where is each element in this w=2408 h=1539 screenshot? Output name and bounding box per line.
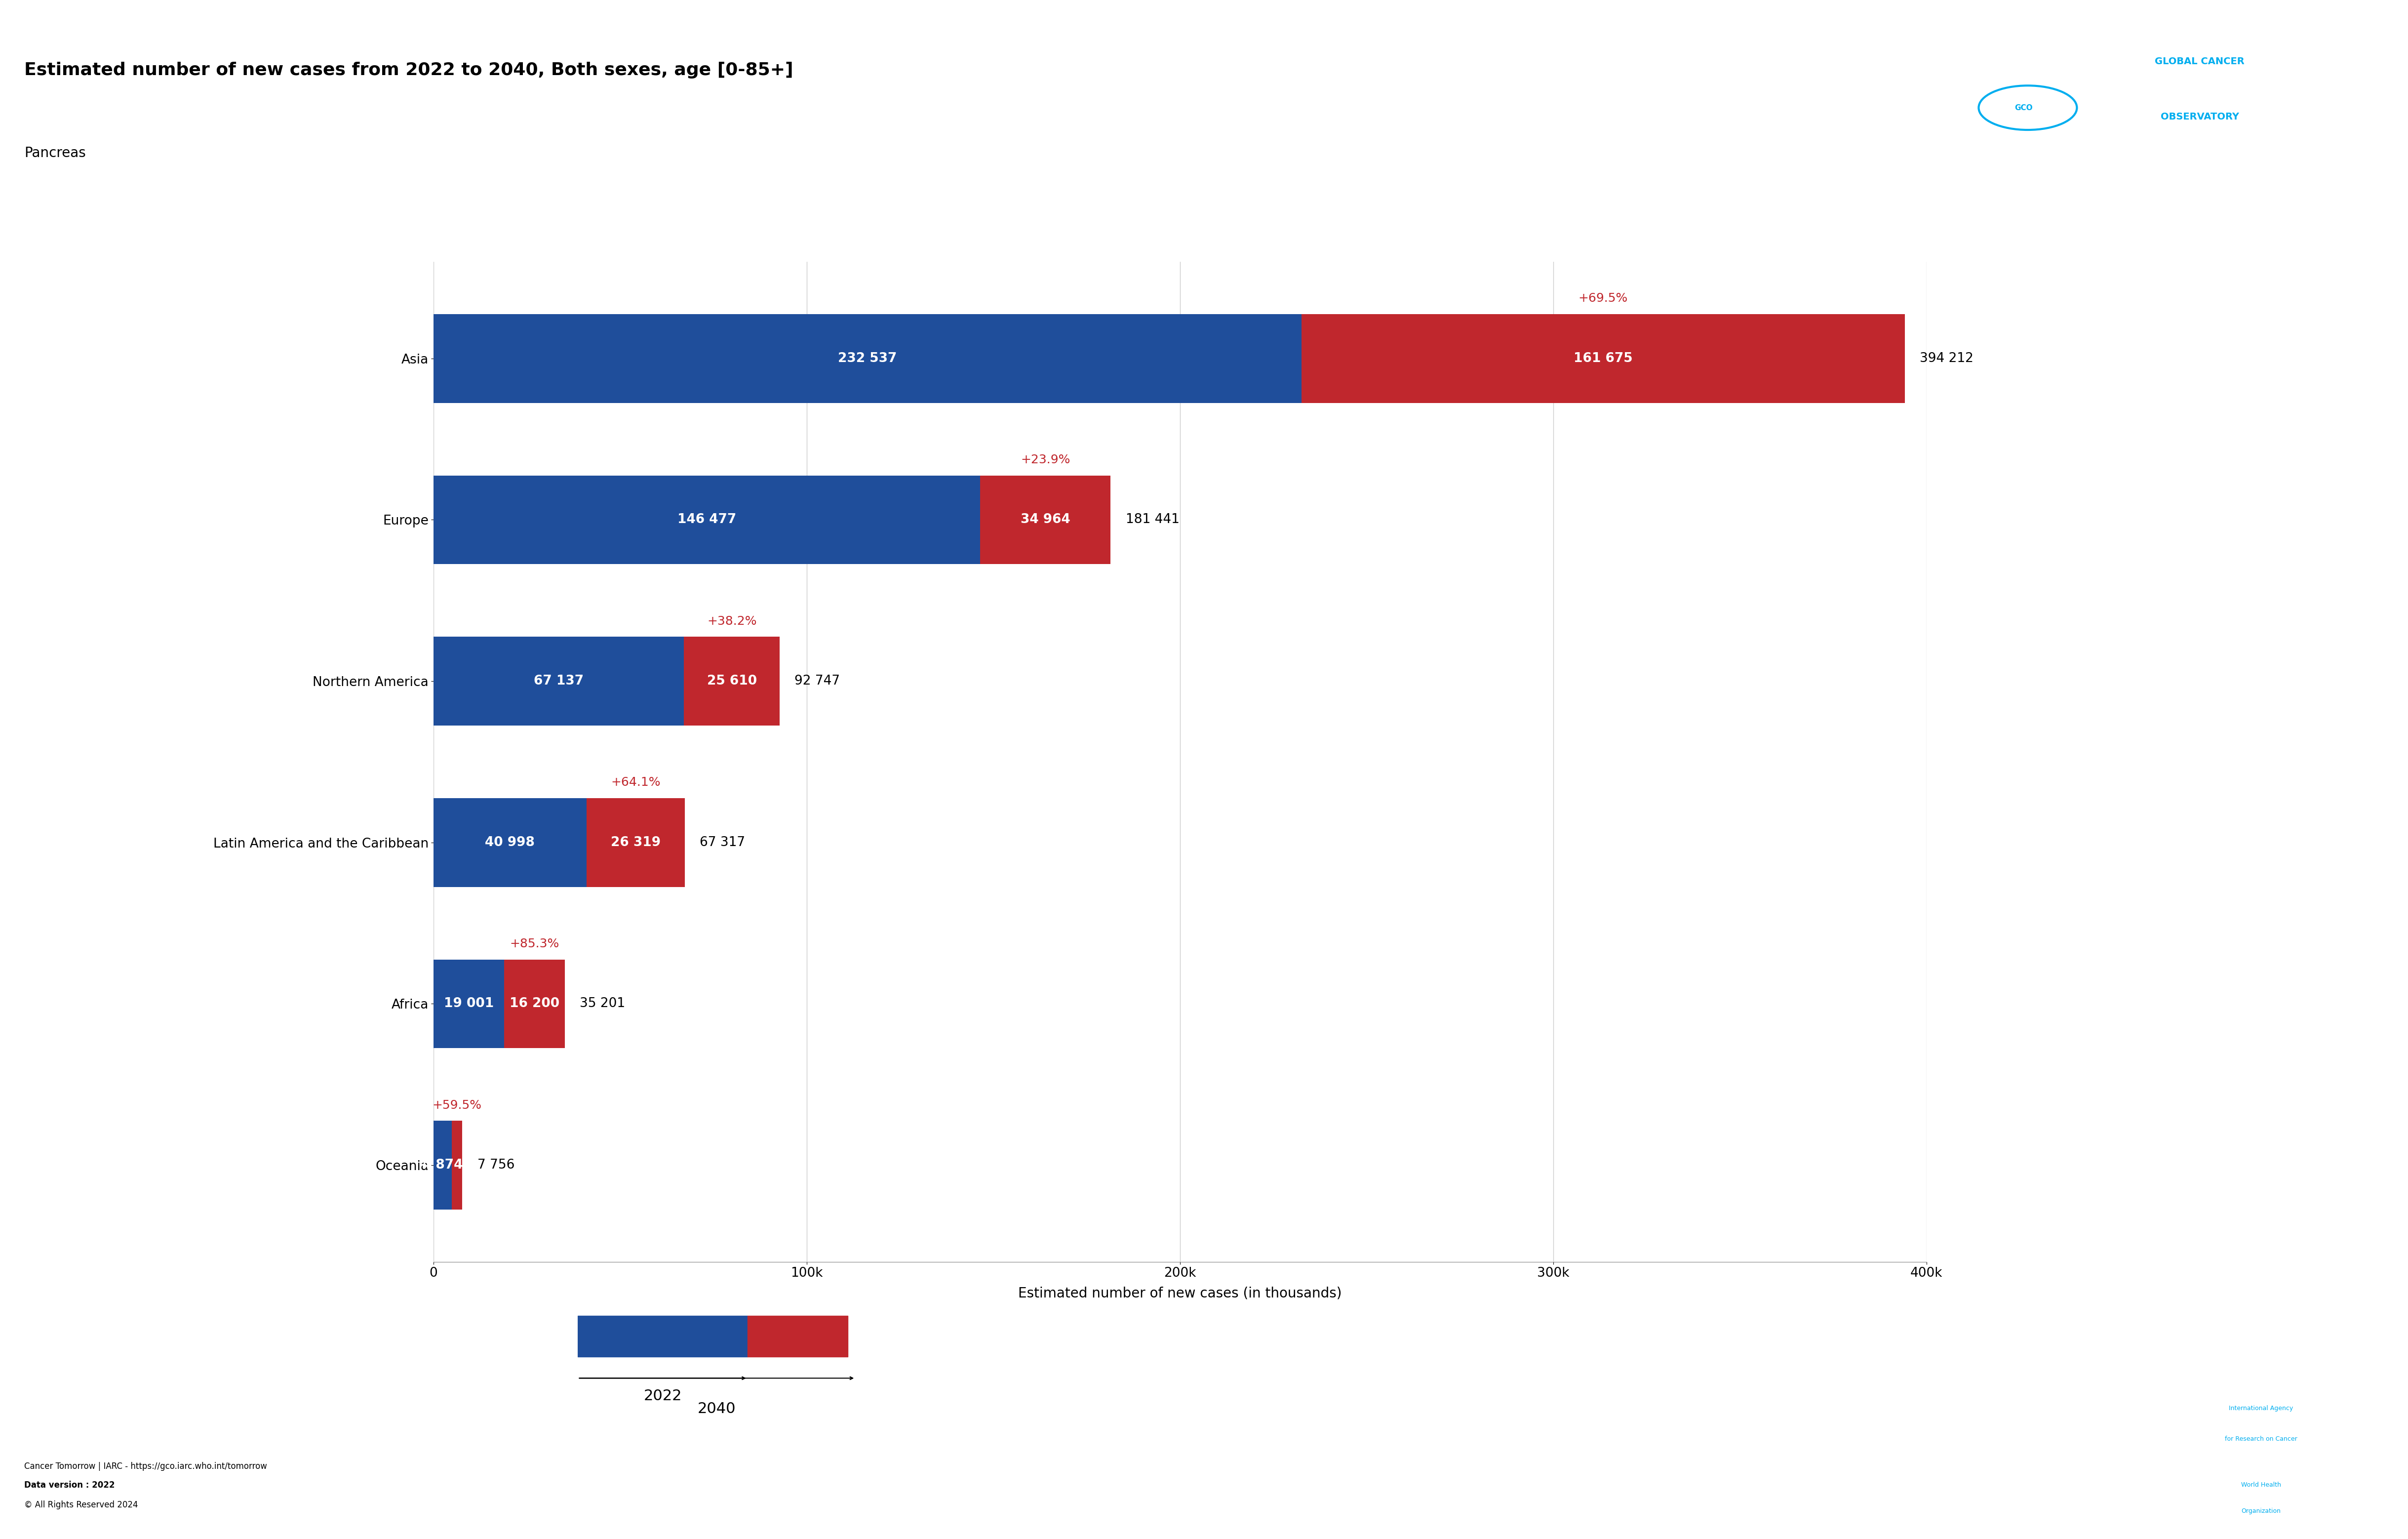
Bar bbox=[588, 799, 684, 886]
Text: 25 610: 25 610 bbox=[708, 674, 756, 688]
Text: International Agency: International Agency bbox=[2230, 1405, 2292, 1411]
Text: 35 201: 35 201 bbox=[580, 997, 626, 1010]
Text: World Health: World Health bbox=[2242, 1482, 2280, 1488]
Bar bbox=[433, 799, 588, 886]
Text: +85.3%: +85.3% bbox=[510, 937, 559, 950]
Text: Organization: Organization bbox=[2242, 1508, 2280, 1514]
Bar bbox=[1300, 314, 1905, 403]
Text: 181 441: 181 441 bbox=[1125, 514, 1180, 526]
Bar bbox=[433, 1120, 453, 1210]
Text: 232 537: 232 537 bbox=[838, 352, 896, 365]
Text: +59.5%: +59.5% bbox=[433, 1099, 482, 1111]
Bar bbox=[433, 476, 980, 565]
Text: for Research on Cancer: for Research on Cancer bbox=[2225, 1436, 2297, 1442]
Bar bbox=[503, 959, 566, 1048]
Text: 161 675: 161 675 bbox=[1572, 352, 1633, 365]
Text: +23.9%: +23.9% bbox=[1021, 454, 1069, 466]
Bar bbox=[746, 1316, 848, 1357]
Text: OBSERVATORY: OBSERVATORY bbox=[2160, 112, 2239, 122]
Text: 7 756: 7 756 bbox=[477, 1159, 515, 1171]
Text: 67 137: 67 137 bbox=[535, 674, 583, 688]
Text: GCO: GCO bbox=[2015, 105, 2032, 111]
Text: +64.1%: +64.1% bbox=[612, 777, 660, 788]
Text: © All Rights Reserved 2024: © All Rights Reserved 2024 bbox=[24, 1501, 137, 1510]
Text: Cancer Tomorrow | IARC - https://gco.iarc.who.int/tomorrow: Cancer Tomorrow | IARC - https://gco.iar… bbox=[24, 1462, 267, 1471]
Text: 40 998: 40 998 bbox=[484, 836, 535, 850]
X-axis label: Estimated number of new cases (in thousands): Estimated number of new cases (in thousa… bbox=[1019, 1287, 1341, 1300]
Text: +38.2%: +38.2% bbox=[708, 616, 756, 626]
Bar bbox=[433, 959, 503, 1048]
Text: +69.5%: +69.5% bbox=[1577, 292, 1628, 305]
Text: 34 964: 34 964 bbox=[1021, 514, 1069, 526]
Text: 394 212: 394 212 bbox=[1919, 352, 1975, 365]
Text: 4 874: 4 874 bbox=[421, 1159, 462, 1171]
Bar bbox=[453, 1120, 462, 1210]
Text: 26 319: 26 319 bbox=[612, 836, 660, 850]
Text: 146 477: 146 477 bbox=[677, 514, 737, 526]
Text: 92 747: 92 747 bbox=[795, 674, 840, 688]
Text: Estimated number of new cases from 2022 to 2040, Both sexes, age [0-85+]: Estimated number of new cases from 2022 … bbox=[24, 62, 792, 78]
Text: 67 317: 67 317 bbox=[701, 836, 744, 850]
Text: Pancreas: Pancreas bbox=[24, 146, 87, 160]
Bar bbox=[433, 314, 1300, 403]
Text: 2022: 2022 bbox=[643, 1388, 681, 1404]
Text: 19 001: 19 001 bbox=[443, 997, 494, 1010]
Text: 2040: 2040 bbox=[698, 1402, 737, 1416]
Bar bbox=[684, 637, 780, 725]
Text: 16 200: 16 200 bbox=[510, 997, 559, 1010]
Bar bbox=[433, 637, 684, 725]
Text: Data version : 2022: Data version : 2022 bbox=[24, 1481, 116, 1490]
Text: GLOBAL CANCER: GLOBAL CANCER bbox=[2155, 57, 2244, 66]
Bar bbox=[980, 476, 1110, 565]
Bar bbox=[578, 1316, 746, 1357]
